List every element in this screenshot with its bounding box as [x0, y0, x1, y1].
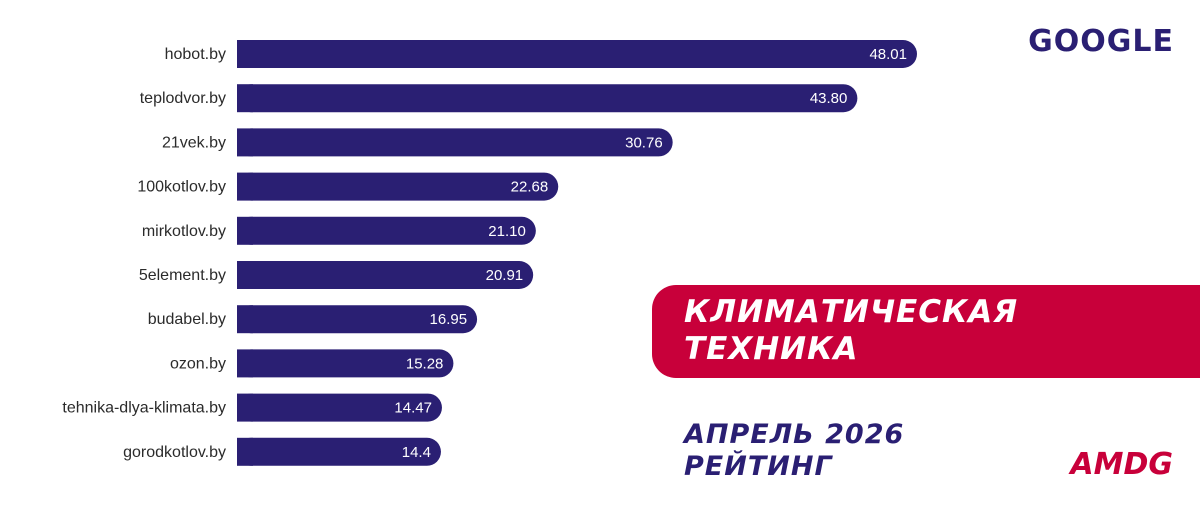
category-label: hobot.by [165, 46, 226, 63]
bar-tehnika-dlya-klimata.by [237, 393, 442, 422]
value-label: 14.4 [402, 444, 431, 461]
bar-ozon.by [237, 349, 454, 378]
bar-edge-mirkotlov.by [237, 216, 253, 245]
value-label: 21.10 [488, 223, 526, 240]
period-line1: АПРЕЛЬ 2026 [684, 419, 905, 450]
category-label: 5element.by [139, 267, 226, 284]
value-label: 30.76 [625, 134, 663, 151]
bar-teplodvor.by [237, 84, 858, 113]
bar-21vek.by [237, 128, 673, 157]
bar-budabel.by [237, 305, 478, 334]
value-label: 15.28 [406, 355, 444, 372]
bar-hobot.by [237, 40, 917, 68]
category-label: teplodvor.by [140, 90, 226, 107]
value-label: 48.01 [869, 46, 907, 63]
bar-gorodkotlov.by [237, 437, 441, 466]
bar-edge-hobot.by [237, 40, 253, 68]
bar-edge-budabel.by [237, 305, 253, 334]
category-label: mirkotlov.by [142, 223, 226, 240]
category-label: 100kotlov.by [137, 179, 226, 196]
bar-mirkotlov.by [237, 216, 536, 245]
bar-5element.by [237, 261, 534, 289]
category-label: gorodkotlov.by [123, 444, 226, 461]
value-label: 20.91 [486, 267, 524, 284]
bar-edge-ozon.by [237, 349, 253, 378]
category-title-line2: ТЕХНИКА [684, 331, 859, 367]
source-label: GOOGLE [1028, 24, 1174, 59]
category-label: 21vek.by [162, 134, 226, 151]
bar-edge-tehnika-dlya-klimata.by [237, 393, 253, 422]
category-label: tehnika-dlya-klimata.by [62, 400, 226, 417]
value-label: 22.68 [511, 179, 549, 196]
category-title: КЛИМАТИЧЕСКАЯ ТЕХНИКА [684, 294, 1018, 368]
value-label: 43.80 [810, 90, 848, 107]
bar-edge-5element.by [237, 261, 253, 289]
brand-logo: AMDG [1070, 447, 1173, 482]
category-title-line1: КЛИМАТИЧЕСКАЯ [684, 294, 1019, 330]
category-label: ozon.by [170, 355, 226, 372]
bar-edge-gorodkotlov.by [237, 437, 253, 466]
bar-edge-100kotlov.by [237, 172, 253, 201]
bar-100kotlov.by [237, 172, 559, 201]
category-banner: КЛИМАТИЧЕСКАЯ ТЕХНИКА [652, 285, 1200, 378]
value-label: 16.95 [430, 311, 468, 328]
bar-edge-teplodvor.by [237, 84, 253, 113]
period-line2: РЕЙТИНГ [684, 451, 833, 482]
category-label: budabel.by [148, 311, 226, 328]
bar-edge-21vek.by [237, 128, 253, 157]
value-label: 14.47 [394, 400, 432, 417]
period-caption: АПРЕЛЬ 2026 РЕЙТИНГ [684, 419, 904, 483]
